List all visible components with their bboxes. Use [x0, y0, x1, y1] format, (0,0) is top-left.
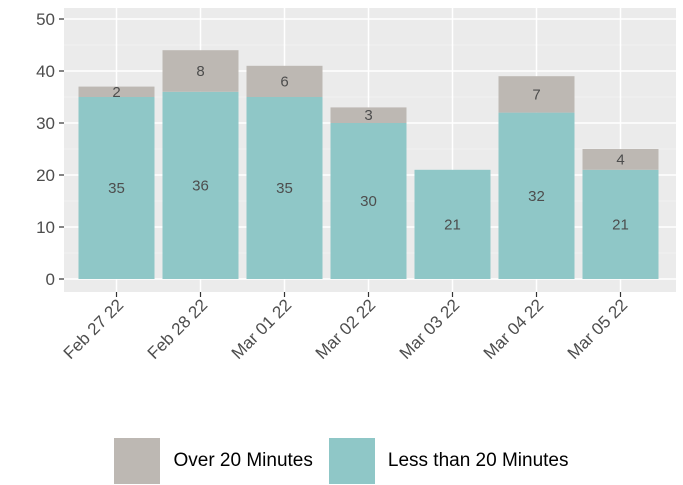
- y-axis: 0 10 20 30 40 50: [36, 10, 64, 289]
- bar-over-20: [246, 65, 323, 97]
- y-tick-label: 40: [36, 62, 55, 81]
- y-tick-label: 0: [46, 270, 55, 289]
- data-label-less-than-20: 21: [444, 216, 461, 233]
- data-labels: 35 2 36 8 35 6 30 3 21 32 7 21 4: [108, 63, 629, 233]
- x-tick-label: Mar 01 22: [228, 295, 296, 363]
- data-label-less-than-20: 36: [192, 177, 209, 194]
- data-label-over-20: 6: [280, 73, 288, 90]
- bar-less-than-20: [246, 97, 323, 279]
- x-tick-label: Mar 04 22: [480, 295, 548, 363]
- bar-less-than-20: [330, 123, 407, 279]
- bar-over-20: [330, 107, 407, 123]
- legend: Over 20 Minutes Less than 20 Minutes: [0, 437, 683, 485]
- bar-less-than-20: [414, 169, 491, 279]
- data-label-less-than-20: 30: [360, 193, 377, 210]
- y-tick-label: 30: [36, 114, 55, 133]
- data-label-over-20: 2: [112, 84, 120, 101]
- x-tick-label: Feb 28 22: [144, 295, 212, 363]
- x-axis: Feb 27 22 Feb 28 22 Mar 01 22 Mar 02 22 Mar …: [60, 292, 632, 363]
- x-tick-label: Mar 02 22: [312, 295, 380, 363]
- data-label-less-than-20: 32: [528, 188, 545, 205]
- data-label-over-20: 7: [532, 86, 540, 103]
- y-tick-label: 50: [36, 10, 55, 29]
- data-label-over-20: 3: [364, 107, 372, 124]
- legend-label-less-than-20: Less than 20 Minutes: [387, 450, 569, 471]
- data-label-over-20: 4: [616, 151, 624, 168]
- y-tick-label: 20: [36, 166, 55, 185]
- data-label-over-20: 8: [196, 63, 204, 80]
- x-tick-label: Feb 27 22: [60, 295, 128, 363]
- bars: [78, 50, 659, 279]
- bar-less-than-20: [78, 97, 155, 279]
- bar-over-20: [498, 76, 575, 113]
- data-label-less-than-20: 21: [612, 216, 629, 233]
- bar-less-than-20: [162, 91, 239, 279]
- stacked-bar-chart: 35 2 36 8 35 6 30 3 21 32 7 21 4 0 10 20 30 40 50 Feb 27 …: [36, 8, 676, 363]
- bar-less-than-20: [498, 112, 575, 279]
- legend-label-over-20: Over 20 Minutes: [173, 450, 313, 471]
- bar-over-20: [162, 50, 239, 92]
- legend-key-over-20: [114, 438, 161, 484]
- x-tick-label: Mar 03 22: [396, 295, 464, 363]
- legend-key-less-than-20: [328, 438, 375, 484]
- bar-over-20: [582, 149, 659, 170]
- data-label-less-than-20: 35: [108, 180, 125, 197]
- y-tick-label: 10: [36, 218, 55, 237]
- data-label-less-than-20: 35: [276, 180, 293, 197]
- bar-less-than-20: [582, 169, 659, 279]
- legend-item-less-than-20: Less than 20 Minutes: [328, 438, 569, 484]
- legend-item-over-20: Over 20 Minutes: [114, 438, 313, 484]
- bar-over-20: [78, 86, 155, 97]
- x-tick-label: Mar 05 22: [564, 295, 632, 363]
